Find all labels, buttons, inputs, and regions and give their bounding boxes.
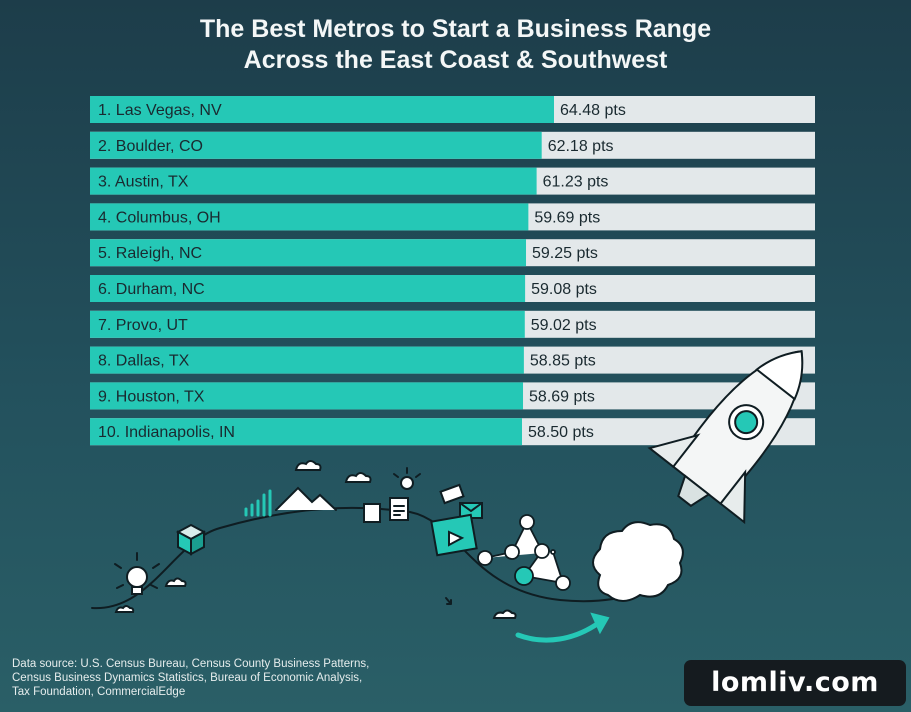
idea-icon xyxy=(393,467,421,490)
video-icon xyxy=(430,513,478,557)
network-icon xyxy=(477,514,571,591)
swoosh-arrow-icon xyxy=(515,619,603,643)
bar xyxy=(90,310,525,338)
category-label: 10. Indianapolis, IN xyxy=(98,424,235,441)
growth-bars-icon xyxy=(244,489,272,517)
cloud-icon xyxy=(114,460,517,619)
bars-group: 1. Las Vegas, NV 64.48 pts 2. Boulder, CO 6… xyxy=(90,96,815,446)
source-line-3: Tax Foundation, CommercialEdge xyxy=(12,686,186,698)
bar xyxy=(90,167,537,195)
swoosh-arrowhead-icon xyxy=(590,612,610,635)
bar xyxy=(90,96,554,123)
rocket-illustration xyxy=(91,350,804,643)
chart-title: The Best Metros to Start a Business Rang… xyxy=(0,14,911,76)
small-arrow-icon xyxy=(445,597,452,605)
value-label: 61.23 pts xyxy=(543,174,609,191)
bar xyxy=(90,418,522,446)
category-label: 3. Austin, TX xyxy=(98,174,189,191)
category-label: 1. Las Vegas, NV xyxy=(98,102,222,119)
lightbulb-icon xyxy=(114,552,160,595)
bar xyxy=(90,346,524,374)
title-line-1: The Best Metros to Start a Business Rang… xyxy=(199,15,712,43)
value-label: 62.18 pts xyxy=(548,138,614,155)
value-label: 58.69 pts xyxy=(529,388,595,405)
category-label: 7. Provo, UT xyxy=(98,317,188,334)
bar xyxy=(90,382,524,410)
watermark: lomliv.com xyxy=(684,660,906,706)
category-label: 2. Boulder, CO xyxy=(98,138,203,155)
bar xyxy=(90,275,526,302)
source-line-1: Data source: U.S. Census Bureau, Census … xyxy=(12,658,370,670)
value-label: 58.50 pts xyxy=(528,424,594,441)
category-label: 8. Dallas, TX xyxy=(98,353,190,370)
envelope-icon xyxy=(439,483,483,519)
category-label: 5. Raleigh, NC xyxy=(98,245,202,262)
smoke-cloud-icon xyxy=(592,521,684,602)
category-label: 9. Houston, TX xyxy=(98,388,205,405)
value-label: 58.85 pts xyxy=(530,353,596,370)
value-label: 59.25 pts xyxy=(532,245,598,262)
value-label: 59.08 pts xyxy=(531,281,597,298)
bar xyxy=(90,131,542,159)
bar xyxy=(90,203,529,231)
document-icon xyxy=(363,497,409,523)
rocket-icon xyxy=(647,350,804,525)
category-label: 6. Durham, NC xyxy=(98,281,205,298)
value-label: 64.48 pts xyxy=(560,102,626,119)
mountain-icon xyxy=(275,486,337,511)
bar xyxy=(90,239,527,267)
value-label: 59.02 pts xyxy=(531,317,597,334)
title-line-2: Across the East Coast & Southwest xyxy=(243,46,668,74)
value-label: 59.69 pts xyxy=(534,209,600,226)
cube-icon xyxy=(175,523,207,556)
category-label: 4. Columbus, OH xyxy=(98,209,221,226)
source-line-2: Census Business Dynamics Statistics, Bur… xyxy=(12,672,363,684)
data-source: Data source: U.S. Census Bureau, Census … xyxy=(12,657,432,699)
